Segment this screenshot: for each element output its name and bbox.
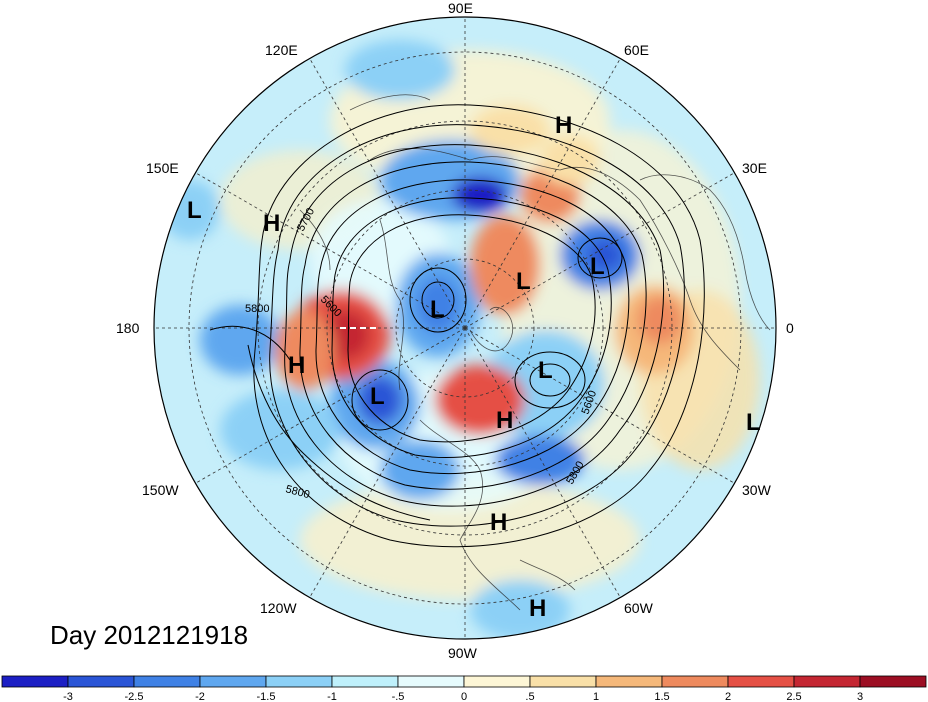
colorbar-tick-label: -1 [327, 691, 337, 702]
colorbar: -3 -2.5 -2 -1.5 -1 -.5 0 .5 1 1.5 2 2.5 3 [1, 675, 927, 702]
colorbar-box [463, 675, 531, 688]
low-pressure-label: L [746, 409, 761, 436]
lon-label-60E: 60E [624, 42, 649, 58]
colorbar-tick-label: 1.5 [654, 691, 669, 702]
colorbar-tick-label: 2 [725, 691, 731, 702]
lon-label-180: 180 [116, 320, 140, 336]
lon-label-150E: 150E [146, 160, 179, 176]
colorbar-box [859, 675, 927, 688]
colorbar-tick-label: 1 [593, 691, 599, 702]
colorbar-box [1, 675, 69, 688]
colorbar-box [661, 675, 729, 688]
colorbar-tick-label: -2 [195, 691, 205, 702]
low-pressure-label: L [370, 383, 385, 410]
pressure-centers: H L H L L L H L L H L H H H [187, 112, 761, 622]
lon-label-0: 0 [786, 320, 794, 336]
colorbar-tick-label: -2.5 [125, 691, 144, 702]
colorbar-tick-label: -3 [63, 691, 73, 702]
map-boundary [153, 16, 777, 640]
colorbar-tick-label: 0 [461, 691, 467, 702]
high-pressure-label: H [555, 112, 572, 139]
colorbar-tick-label: 3 [857, 691, 863, 702]
low-pressure-label: L [516, 268, 531, 295]
colorbar-box [331, 675, 399, 688]
colorbar-box [133, 675, 201, 688]
lon-label-60W: 60W [624, 600, 653, 616]
high-pressure-label: H [496, 407, 513, 434]
day-title: Day 2012121918 [50, 620, 249, 650]
lon-label-150W: 150W [142, 482, 179, 498]
high-pressure-label: H [490, 509, 507, 536]
contour-label: 5800 [245, 303, 269, 315]
lon-label-90E: 90E [448, 0, 473, 16]
height-contours [209, 104, 705, 548]
low-pressure-label: L [538, 357, 553, 384]
lon-label-120E: 120E [265, 42, 298, 58]
anomaly-field [154, 17, 776, 639]
low-pressure-label: L [590, 253, 605, 280]
colorbar-tick-label: 2.5 [786, 691, 801, 702]
high-pressure-label: H [263, 210, 280, 237]
colorbar-box [397, 675, 465, 688]
colorbar-box [67, 675, 135, 688]
meridians [154, 17, 776, 639]
colorbar-tick-label: -.5 [392, 691, 405, 702]
colorbar-box [793, 675, 861, 688]
lon-label-30W: 30W [742, 482, 771, 498]
coastlines [299, 94, 771, 611]
low-pressure-label: L [187, 197, 202, 224]
high-pressure-label: H [288, 352, 305, 379]
colorbar-box [529, 675, 597, 688]
colorbar-box [595, 675, 663, 688]
colorbar-box [265, 675, 333, 688]
colorbar-tick-label: -1.5 [257, 691, 276, 702]
colorbar-box [727, 675, 795, 688]
colorbar-tick-label: .5 [525, 691, 534, 702]
lon-label-30E: 30E [742, 160, 767, 176]
colorbar-box [199, 675, 267, 688]
high-pressure-label: H [529, 595, 546, 622]
low-pressure-label: L [430, 296, 445, 323]
lon-label-90W: 90W [448, 645, 477, 661]
lon-label-120W: 120W [260, 600, 297, 616]
